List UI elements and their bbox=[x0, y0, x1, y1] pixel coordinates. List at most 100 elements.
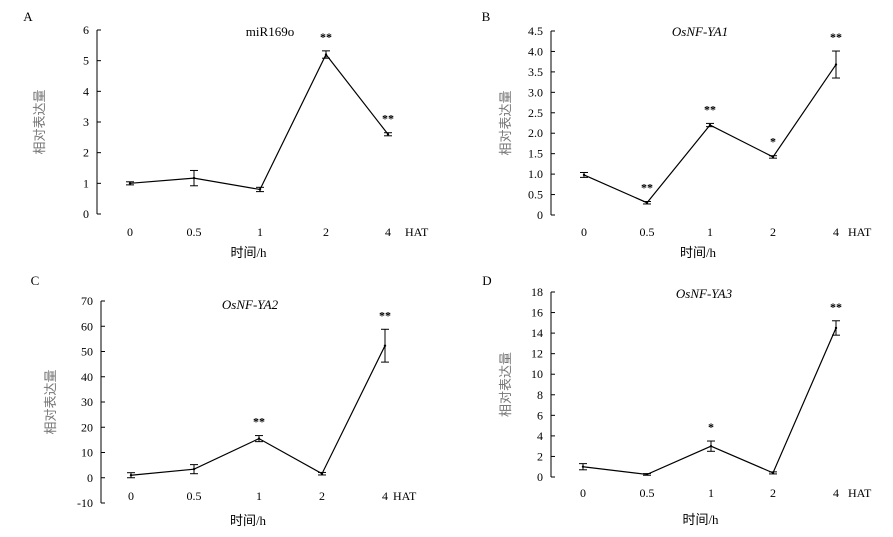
y-axis-title: 相对表达量 bbox=[498, 352, 513, 417]
chart-panel-b: B 0 0.5 1.0 1.5 2.0 2.5 3.0 3.5 4.0 4.5 0 0.5 1 2 4 HAT 时… bbox=[482, 9, 872, 260]
y-tick-label: 4 bbox=[83, 84, 89, 98]
x-tick-label: 0 bbox=[127, 225, 133, 239]
y-tick-label: 6 bbox=[83, 23, 89, 37]
y-tick-label: 2 bbox=[537, 449, 543, 463]
significance-label: ** bbox=[379, 308, 391, 322]
x-tick-label: 1 bbox=[257, 225, 263, 239]
y-tick-label: 2.0 bbox=[528, 126, 543, 140]
significance-label: ** bbox=[704, 102, 716, 116]
chart-panel-a: A 0 1 2 3 4 5 6 0 0.5 1 2 4 HAT 时间/h 相对表达量 miR169o ** ** bbox=[23, 9, 429, 260]
significance-label: * bbox=[708, 420, 714, 434]
x-tick-label: 0.5 bbox=[640, 225, 655, 239]
x-tick-label: 2 bbox=[323, 225, 329, 239]
x-unit-label: HAT bbox=[848, 225, 872, 239]
y-tick-label: 1 bbox=[83, 176, 89, 190]
data-point bbox=[383, 344, 387, 347]
y-tick-label: 16 bbox=[531, 306, 543, 320]
y-tick-label: 0.5 bbox=[528, 188, 543, 202]
y-tick-label: 12 bbox=[531, 347, 543, 361]
y-tick-label: 60 bbox=[81, 319, 93, 333]
data-point bbox=[386, 133, 390, 136]
y-tick-label: 0 bbox=[537, 208, 543, 222]
y-tick-label: 5 bbox=[83, 54, 89, 68]
data-point bbox=[258, 188, 262, 191]
y-tick-label: 50 bbox=[81, 345, 93, 359]
data-point bbox=[257, 437, 261, 440]
data-point bbox=[771, 471, 775, 475]
y-tick-label: 1.0 bbox=[528, 167, 543, 181]
significance-label: ** bbox=[830, 300, 842, 314]
x-tick-label: 0.5 bbox=[187, 489, 202, 503]
x-tick-label: 4 bbox=[833, 225, 839, 239]
y-tick-label: 2 bbox=[83, 146, 89, 160]
y-tick-label: 3.5 bbox=[528, 65, 543, 79]
data-point bbox=[192, 467, 196, 471]
y-tick-label: 4 bbox=[537, 429, 543, 443]
data-point bbox=[581, 465, 585, 468]
x-axis-title: 时间/h bbox=[230, 245, 267, 260]
series-line bbox=[130, 345, 386, 476]
data-point bbox=[645, 201, 649, 204]
x-tick-label: 2 bbox=[319, 489, 325, 503]
y-axis-title: 相对表达量 bbox=[498, 90, 513, 155]
panel-title: miR169o bbox=[246, 24, 294, 39]
data-point bbox=[324, 53, 328, 56]
data-point bbox=[834, 326, 838, 330]
x-tick-label: 4 bbox=[833, 486, 839, 500]
y-tick-label: 18 bbox=[531, 285, 543, 299]
data-point bbox=[771, 155, 775, 159]
x-tick-label: 4 bbox=[382, 489, 388, 503]
panel-letter: A bbox=[23, 9, 33, 24]
x-tick-label: 4 bbox=[385, 225, 391, 239]
x-tick-label: 0.5 bbox=[187, 225, 202, 239]
y-tick-label: 10 bbox=[81, 446, 93, 460]
x-unit-label: HAT bbox=[393, 489, 417, 503]
data-point bbox=[129, 474, 133, 477]
y-tick-label: 0 bbox=[537, 470, 543, 484]
x-tick-label: 1 bbox=[707, 225, 713, 239]
data-point bbox=[128, 182, 132, 185]
x-axis-title: 时间/h bbox=[230, 513, 267, 528]
panel-letter: D bbox=[482, 273, 491, 288]
y-axis-title: 相对表达量 bbox=[43, 369, 58, 434]
x-tick-label: 0.5 bbox=[640, 486, 655, 500]
panel-title: OsNF-YA2 bbox=[222, 297, 279, 312]
y-tick-label: 2.5 bbox=[528, 106, 543, 120]
y-tick-label: 40 bbox=[81, 370, 93, 384]
significance-label: ** bbox=[830, 30, 842, 44]
data-point bbox=[709, 444, 713, 448]
data-point bbox=[834, 63, 838, 66]
significance-label: * bbox=[770, 135, 776, 149]
y-tick-label: 6 bbox=[537, 408, 543, 422]
panel-letter: B bbox=[482, 9, 491, 24]
y-tick-label: 1.5 bbox=[528, 147, 543, 161]
panel-title: OsNF-YA3 bbox=[676, 286, 733, 301]
y-tick-label: 20 bbox=[81, 420, 93, 434]
x-tick-label: 2 bbox=[770, 225, 776, 239]
y-tick-label: 3 bbox=[83, 115, 89, 129]
x-axis-title: 时间/h bbox=[682, 512, 719, 527]
y-tick-label: 8 bbox=[537, 388, 543, 402]
data-point bbox=[582, 173, 586, 177]
y-tick-label: 3.0 bbox=[528, 85, 543, 99]
series-line bbox=[583, 64, 837, 204]
chart-panel-c: C -10 0 10 20 30 40 50 60 70 0 0.5 1 2 4 HAT 时间/h 相对表达量 Os… bbox=[31, 273, 417, 528]
y-tick-label: -10 bbox=[77, 496, 93, 510]
data-point bbox=[320, 472, 324, 475]
x-unit-label: HAT bbox=[405, 225, 429, 239]
y-tick-label: 0 bbox=[83, 207, 89, 221]
y-tick-label: 70 bbox=[81, 294, 93, 308]
significance-label: ** bbox=[253, 415, 265, 429]
x-unit-label: HAT bbox=[848, 486, 872, 500]
x-tick-label: 1 bbox=[708, 486, 714, 500]
x-tick-label: 2 bbox=[770, 486, 776, 500]
y-tick-label: 0 bbox=[87, 471, 93, 485]
y-tick-label: 14 bbox=[531, 326, 543, 340]
y-tick-label: 4.5 bbox=[528, 24, 543, 38]
significance-label: ** bbox=[320, 30, 332, 44]
x-tick-label: 1 bbox=[256, 489, 262, 503]
x-tick-label: 0 bbox=[128, 489, 134, 503]
y-tick-label: 10 bbox=[531, 367, 543, 381]
significance-label: ** bbox=[641, 181, 653, 195]
